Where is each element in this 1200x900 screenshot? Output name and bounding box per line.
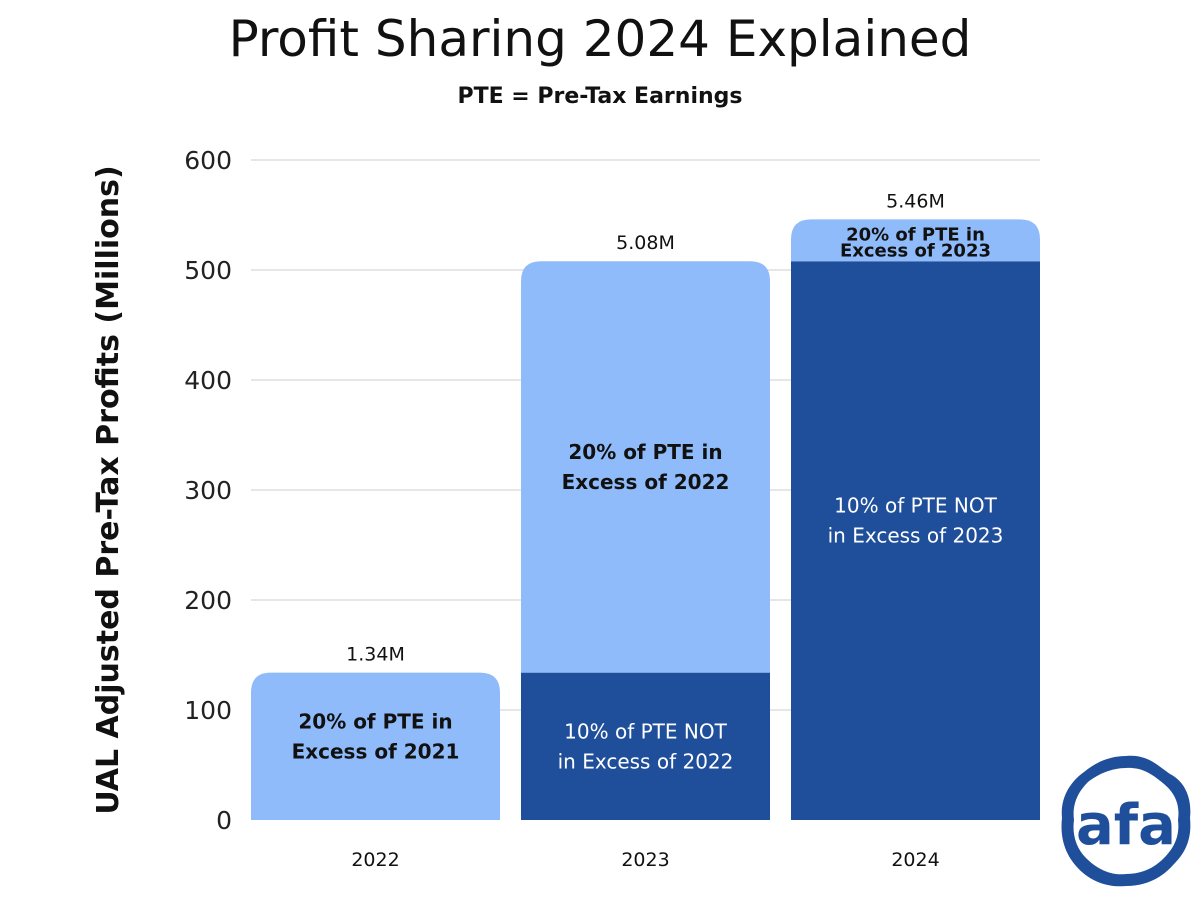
y-tick-label: 500 (184, 256, 232, 285)
segment-label: Excess of 2023 (840, 241, 991, 262)
segment-label: in Excess of 2023 (828, 524, 1004, 548)
chart-title: Profit Sharing 2024 Explained (228, 10, 972, 68)
bar-segment-2023 (521, 261, 770, 673)
y-tick-label: 300 (184, 476, 232, 505)
y-tick-label: 200 (184, 586, 232, 615)
y-tick-label: 0 (216, 806, 232, 835)
segment-label: 10% of PTE NOT (564, 719, 727, 743)
segment-label: 10% of PTE NOT (834, 494, 997, 518)
x-tick-label: 2022 (351, 849, 399, 871)
y-tick-label: 600 (184, 146, 232, 175)
segment-label: Excess of 2021 (292, 739, 460, 763)
chart-subtitle: PTE = Pre-Tax Earnings (457, 84, 743, 109)
afa-logo: afa (1061, 755, 1191, 887)
svg-text:afa: afa (1076, 793, 1176, 858)
x-tick-label: 2023 (621, 849, 669, 871)
segment-label: 20% of PTE in (568, 440, 722, 464)
y-tick-label: 400 (184, 366, 232, 395)
x-tick-label: 2024 (891, 849, 939, 871)
bar-segment-2024 (791, 261, 1040, 820)
y-tick-label: 100 (184, 696, 232, 725)
segment-label: Excess of 2022 (562, 470, 730, 494)
bar-total-label: 1.34M (346, 644, 405, 666)
y-axis-label: UAL Adjusted Pre-Tax Profits (Millions) (91, 165, 126, 814)
segment-label: in Excess of 2022 (558, 749, 734, 773)
bar-segment-2024 (791, 219, 1040, 262)
bar-segment-2022 (251, 672, 500, 820)
bar-total-label: 5.46M (886, 190, 945, 212)
segment-label: 20% of PTE in (298, 709, 452, 733)
bar-total-label: 5.08M (616, 232, 675, 254)
segment-label: 20% of PTE in (846, 225, 985, 246)
bar-segment-2023 (521, 672, 770, 820)
